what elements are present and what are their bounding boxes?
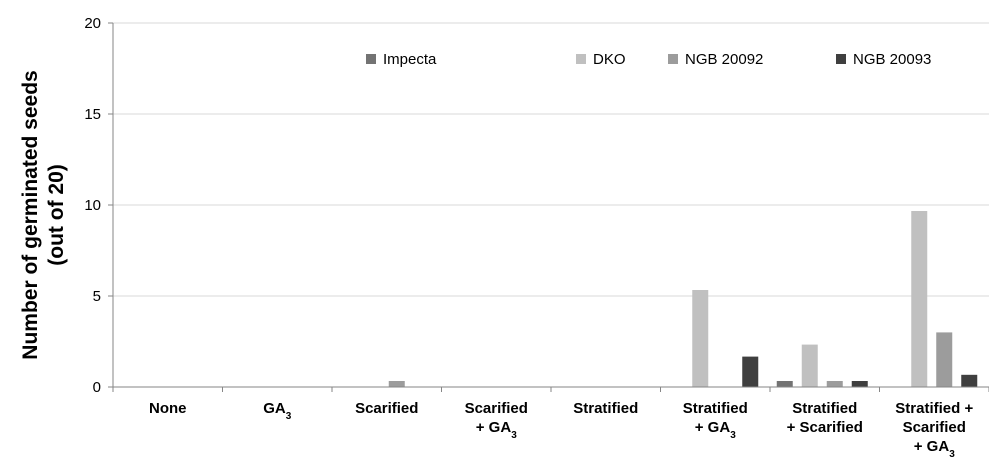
legend-label: NGB 20093 bbox=[853, 51, 931, 68]
x-category-label: Scarified bbox=[355, 400, 418, 417]
legend-swatch bbox=[668, 54, 678, 64]
y-tick-label: 15 bbox=[84, 106, 101, 123]
bar bbox=[851, 380, 868, 387]
legend-label: NGB 20092 bbox=[685, 51, 763, 68]
x-category-label: Stratified bbox=[792, 400, 857, 417]
bars bbox=[388, 211, 978, 387]
x-category-label: Stratified bbox=[573, 400, 638, 417]
y-tick-label: 0 bbox=[93, 379, 101, 396]
bar bbox=[692, 289, 709, 387]
bar bbox=[388, 380, 405, 387]
bar bbox=[936, 332, 953, 387]
x-category-label: + GA3 bbox=[695, 419, 736, 441]
legend-label: Impecta bbox=[383, 51, 437, 68]
x-category-label: + GA3 bbox=[914, 438, 955, 460]
legend: Impecta DKO NGB 20092 NGB 20093 bbox=[366, 51, 931, 68]
bar bbox=[776, 380, 793, 387]
x-category-label: Stratified bbox=[683, 400, 748, 417]
bar bbox=[801, 344, 818, 387]
x-category-label: GA3 bbox=[263, 400, 292, 422]
legend-swatch bbox=[836, 54, 846, 64]
x-category-label: Scarified bbox=[465, 400, 528, 417]
bar bbox=[961, 374, 978, 387]
x-category-labels: None GA3 Scarified Scarified + GA3 Stratified… bbox=[149, 400, 973, 460]
x-category-label: Stratified + bbox=[895, 400, 973, 417]
y-tick-labels: 0 5 10 15 20 bbox=[84, 15, 101, 396]
legend-swatch bbox=[576, 54, 586, 64]
gridlines bbox=[113, 22, 989, 297]
y-tick-label: 5 bbox=[93, 288, 101, 305]
x-category-label: None bbox=[149, 400, 187, 417]
bar bbox=[911, 211, 928, 387]
legend-swatch bbox=[366, 54, 376, 64]
y-tick-label: 10 bbox=[84, 197, 101, 214]
x-category-label: Scarified bbox=[903, 419, 966, 436]
legend-label: DKO bbox=[593, 51, 626, 68]
x-category-label: + GA3 bbox=[476, 419, 517, 441]
bar bbox=[826, 380, 843, 387]
y-axis-title: Number of germinated seeds (out of 20) bbox=[19, 70, 68, 359]
axes bbox=[108, 22, 989, 392]
x-category-label: + Scarified bbox=[787, 419, 863, 436]
bar bbox=[742, 356, 759, 387]
y-tick-label: 20 bbox=[84, 15, 101, 32]
